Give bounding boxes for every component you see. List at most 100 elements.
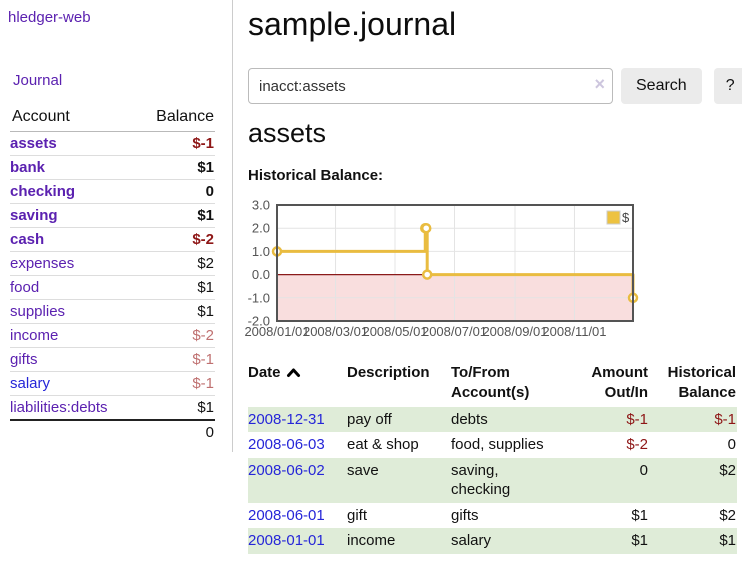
accounts-balance-table: Account Balance assets $-1 bank $1 checking 0… <box>10 105 215 444</box>
y-tick-label: 0.0 <box>252 267 270 282</box>
chart-title: Historical Balance: <box>248 167 384 184</box>
x-tick-label: 2008/01/01 <box>244 324 309 339</box>
register-description: income <box>347 528 451 554</box>
register-row: 2008-06-03 eat & shop food, supplies $-2 0 <box>248 432 737 458</box>
x-tick-label: 2008/03/01 <box>303 324 368 339</box>
register-description: gift <box>347 506 368 524</box>
y-tick-label: 3.0 <box>252 199 270 213</box>
search-button[interactable]: Search <box>621 68 702 104</box>
help-button[interactable]: ? <box>713 68 742 104</box>
account-link[interactable]: saving <box>10 207 58 224</box>
account-balance: $2 <box>136 251 215 276</box>
account-row: bank $1 <box>10 155 215 180</box>
sidebar-item-journal[interactable]: Journal <box>13 72 63 89</box>
account-balance: $-1 <box>136 371 215 396</box>
account-balance: $1 <box>136 155 215 180</box>
x-tick-label: 2008/11/01 <box>542 324 606 339</box>
sidebar: hledger-web Journal Account Balance asse… <box>0 0 233 452</box>
page-title: sample.journal <box>248 6 457 42</box>
register-description: eat & shop <box>347 436 419 454</box>
register-amount: 0 <box>582 457 649 503</box>
app-title-link[interactable]: hledger-web <box>8 9 91 26</box>
account-link[interactable]: salary <box>10 375 51 392</box>
account-balance: $1 <box>136 275 215 300</box>
register-balance: $1 <box>649 528 737 554</box>
accounts-col-balance: Balance <box>136 105 215 132</box>
accounts-table-body: assets $-1 bank $1 checking 0 saving $1 cash $-2 e… <box>10 132 215 420</box>
register-row: 2008-06-02 save saving, checking 0 $2 <box>248 457 737 503</box>
account-heading: assets <box>248 118 327 148</box>
account-row: checking 0 <box>10 179 215 204</box>
register-amount: $1 <box>631 506 648 524</box>
account-row: salary $-1 <box>10 371 215 396</box>
clear-search-icon[interactable]: × <box>594 74 605 94</box>
x-tick-label: 2008/05/01 <box>362 324 427 339</box>
register-col-amount: Amount Out/In <box>591 364 648 401</box>
account-link[interactable]: liabilities:debts <box>10 399 108 416</box>
accounts-header-row: Account Balance <box>10 105 215 132</box>
legend-label: $ <box>622 210 630 225</box>
account-balance: $1 <box>136 299 215 324</box>
account-link[interactable]: food <box>10 279 40 296</box>
accounts-col-account: Account <box>10 105 137 132</box>
account-row: income $-2 <box>10 323 215 348</box>
chevron-up-icon <box>286 368 300 377</box>
account-link[interactable]: income <box>10 327 59 344</box>
register-date-link[interactable]: 2008-06-02 <box>248 461 325 479</box>
account-link[interactable]: cash <box>10 231 45 248</box>
account-row: liabilities:debts $1 <box>10 395 215 420</box>
account-row: supplies $1 <box>10 299 215 324</box>
account-link[interactable]: expenses <box>10 255 75 272</box>
register-col-date-label: Date <box>248 364 281 381</box>
account-link[interactable]: checking <box>10 183 76 200</box>
register-accounts: debts <box>451 406 582 433</box>
x-tick-label: 2008/09/01 <box>482 324 547 339</box>
register-date-link[interactable]: 2008-12-31 <box>248 410 325 428</box>
search-input[interactable] <box>248 68 613 104</box>
account-balance: $1 <box>136 395 215 420</box>
account-row: assets $-1 <box>10 132 215 156</box>
search-bar: × Search ? <box>248 68 742 104</box>
register-description: save <box>347 457 451 503</box>
account-link[interactable]: supplies <box>10 303 66 320</box>
register-balance: $2 <box>649 457 737 503</box>
register-col-balance: Historical Balance <box>667 364 736 401</box>
register-header-row: Date Description To/From Account(s) Amou… <box>248 362 737 407</box>
accounts-total-balance: 0 <box>136 419 215 444</box>
y-tick-label: -1.0 <box>248 290 270 305</box>
accounts-total-row: 0 <box>10 419 215 444</box>
account-link[interactable]: bank <box>10 159 46 176</box>
account-row: gifts $-1 <box>10 347 215 372</box>
register-amount: $1 <box>582 528 649 554</box>
register-description: pay off <box>347 406 451 433</box>
register-amount: $-2 <box>626 436 648 454</box>
search-input-wrap: × <box>248 68 613 104</box>
legend-swatch <box>606 210 621 225</box>
data-point-marker <box>420 222 432 234</box>
register-date-link[interactable]: 2008-06-03 <box>248 436 325 454</box>
account-link[interactable]: gifts <box>10 351 38 368</box>
register-table-body: 2008-12-31 pay off debts $-1 $-1 2008-06-03 ea… <box>248 406 737 554</box>
account-balance: $-2 <box>136 227 215 252</box>
plot-border <box>276 204 634 322</box>
account-row: saving $1 <box>10 203 215 228</box>
account-balance: $-2 <box>136 323 215 348</box>
account-balance: $-1 <box>192 135 214 152</box>
account-row: cash $-2 <box>10 227 215 252</box>
register-date-link[interactable]: 2008-06-01 <box>248 506 325 524</box>
register-accounts: salary <box>451 528 582 554</box>
register-accounts: saving, checking <box>451 457 582 503</box>
x-tick-label: 2008/07/01 <box>422 324 487 339</box>
account-link[interactable]: assets <box>10 135 57 152</box>
historical-balance-chart: $3.0 2.0 1.0 0.0 -1.0 -2.02008/01/012008/03/0… <box>244 199 639 339</box>
register-balance: $-1 <box>649 406 737 433</box>
register-date-link[interactable]: 2008-01-01 <box>248 532 325 550</box>
register-col-accounts: To/From Account(s) <box>451 364 530 401</box>
register-col-date-sort[interactable]: Date <box>248 362 347 407</box>
y-tick-label: 2.0 <box>252 221 270 236</box>
y-tick-label: -2.0 <box>248 314 270 329</box>
account-row: food $1 <box>10 275 215 300</box>
register-row: 2008-12-31 pay off debts $-1 $-1 <box>248 406 737 433</box>
data-point-marker <box>421 269 433 280</box>
register-row: 2008-06-01 gift gifts $1 $2 <box>248 503 737 529</box>
